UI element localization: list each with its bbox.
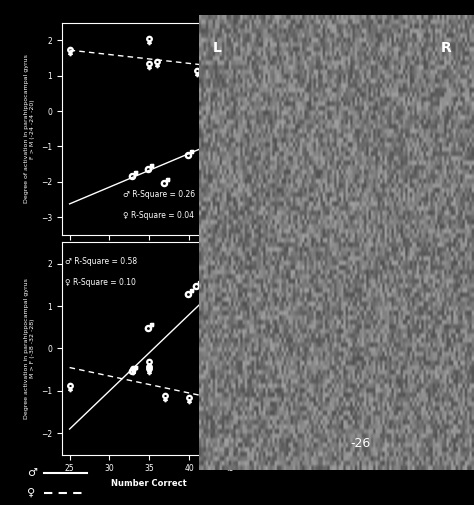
Text: R: R: [441, 40, 452, 55]
Text: -26: -26: [350, 437, 371, 450]
Text: L: L: [213, 40, 222, 55]
Text: ♀ R-Square = 0.10: ♀ R-Square = 0.10: [65, 278, 136, 287]
Y-axis label: Degree of activation in parahippocampal gyrus
F > M (-24 -24 -20): Degree of activation in parahippocampal …: [24, 55, 35, 203]
Text: ♂: ♂: [27, 469, 37, 478]
X-axis label: Number Correct: Number Correct: [111, 479, 187, 488]
Text: ♀: ♀: [27, 488, 35, 498]
Y-axis label: Degree activation in parahippocampal gyrus
M > F (-38 -32 -28): Degree activation in parahippocampal gyr…: [25, 278, 35, 419]
Text: ♂ R-Square = 0.26: ♂ R-Square = 0.26: [123, 190, 195, 198]
Text: ♂ R-Square = 0.58: ♂ R-Square = 0.58: [65, 257, 137, 266]
Text: ♀ R-Square = 0.04: ♀ R-Square = 0.04: [123, 211, 194, 220]
X-axis label: Number Correct: Number Correct: [111, 259, 187, 268]
